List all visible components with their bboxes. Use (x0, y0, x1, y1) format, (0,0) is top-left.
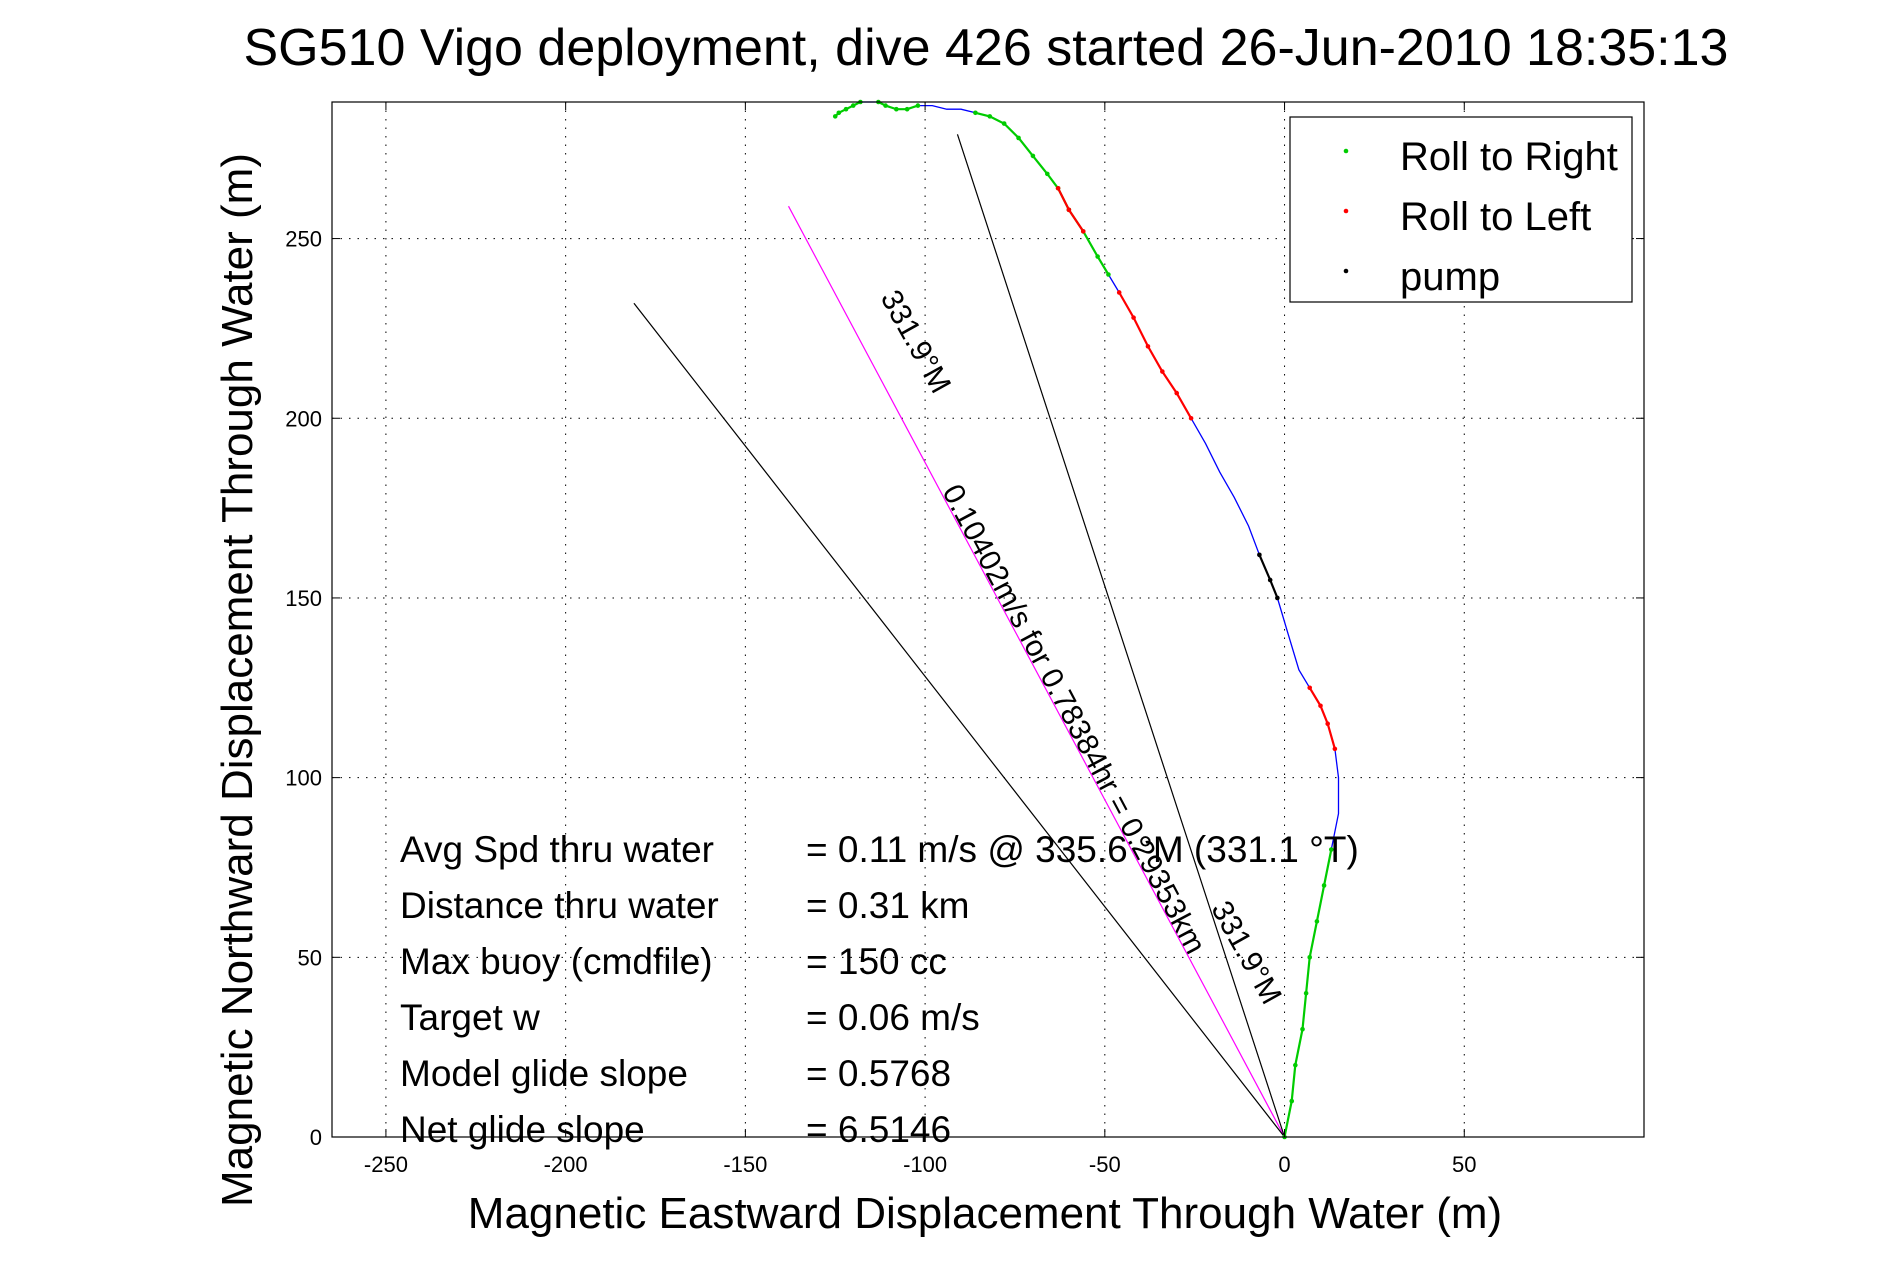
roll-left-segment-point (1080, 229, 1086, 234)
x-tick-label: -250 (364, 1152, 408, 1177)
ticks: -250 -200 -150 -100 -50 0 50 0 50 100 150 200 250 (285, 102, 1644, 1177)
stats-value: = 0.06 m/s (806, 997, 980, 1038)
legend-label: pump (1400, 255, 1500, 299)
y-tick-label: 250 (285, 227, 322, 252)
roll-right-segment-point (1303, 990, 1309, 996)
roll-right-segment-point (843, 106, 849, 112)
roll-right-segment-point (1016, 135, 1021, 141)
stats-block: Avg Spd thru water = 0.11 m/s @ 335.6 °M … (400, 829, 1359, 1150)
legend-marker (1343, 268, 1349, 274)
heading-annotation: 331.9°M (1205, 896, 1288, 1010)
legend-marker (1343, 148, 1349, 154)
y-tick-label: 150 (285, 586, 322, 611)
stats-label: Distance thru water (400, 885, 719, 926)
x-tick-label: 50 (1452, 1152, 1476, 1177)
stats-label: Max buoy (cmdfile) (400, 941, 713, 982)
roll-left-segment-point (1325, 721, 1330, 727)
roll-left-segment-point (1188, 415, 1194, 421)
roll-right-segment-point (987, 114, 993, 119)
stats-value: = 0.11 m/s @ 335.6 °M (331.1 °T) (806, 829, 1359, 870)
roll-right-segment-point (1328, 847, 1334, 852)
roll-right-segment-point (1314, 919, 1320, 924)
x-tick-label: 0 (1278, 1152, 1290, 1177)
stats-value: = 150 cc (806, 941, 947, 982)
roll-right-segment-point (1106, 272, 1111, 277)
roll-right-segment-point (850, 103, 856, 108)
y-tick-label: 0 (310, 1125, 322, 1150)
roll-left-segment-point (1318, 703, 1323, 709)
roll-right-segment-point (1030, 153, 1036, 159)
roll-right-segment-point (973, 110, 978, 116)
heading-line (633, 302, 1286, 1138)
heading-lines (633, 134, 1286, 1138)
stats-label: Target w (400, 997, 540, 1038)
y-axis-label: Magnetic Northward Displacement Through … (213, 153, 262, 1207)
roll-left-segment (1308, 687, 1336, 750)
roll-left-segment-point (1055, 185, 1061, 191)
heading-annotation: 0.10402m/s for 0.78384hr = 0.29353km (936, 479, 1212, 959)
roll-right-segment-point (1321, 883, 1327, 888)
roll-left-segment (1118, 291, 1193, 419)
roll-right-segment-point (883, 103, 888, 108)
stats-value: = 6.5146 (806, 1109, 951, 1150)
chart-title: SG510 Vigo deployment, dive 426 started … (244, 19, 1729, 77)
roll-left-segment-point (1307, 685, 1313, 691)
x-tick-label: -150 (723, 1152, 767, 1177)
roll-right-segment-point (904, 106, 910, 112)
roll-right-segment-point (1300, 1026, 1305, 1032)
legend-marker (1343, 208, 1349, 214)
roll-right-segment-point (836, 110, 842, 116)
legend-label: Roll to Right (1400, 135, 1618, 179)
roll-right-segment-point (894, 106, 899, 112)
roll-left-segment-point (1332, 746, 1338, 752)
roll-left-segment-point (1066, 207, 1072, 213)
roll-right-segment-point (1289, 1098, 1295, 1104)
stats-value: = 0.5768 (806, 1053, 951, 1094)
pump-segment-point (1267, 577, 1273, 583)
roll-right-segment-point (1095, 254, 1100, 259)
plot-frame (331, 101, 1645, 1138)
y-tick-label: 100 (285, 766, 322, 791)
roll-right-segment-point (1293, 1062, 1298, 1068)
heading-line (956, 134, 1286, 1138)
heading-annotation: 331.9°M (874, 285, 957, 399)
roll-left-segment-point (1131, 315, 1136, 320)
x-axis-label: Magnetic Eastward Displacement Through W… (468, 1189, 1502, 1238)
roll-right-segment-point (832, 114, 838, 119)
roll-right-segment-point (1001, 121, 1007, 126)
pump-segment-point (1257, 552, 1262, 558)
roll-left-segment-point (1174, 390, 1180, 396)
x-tick-label: -100 (903, 1152, 947, 1177)
stats-value: = 0.31 km (806, 885, 970, 926)
legend-label: Roll to Left (1400, 195, 1591, 239)
roll-left-segment-point (1145, 344, 1151, 349)
stats-label: Avg Spd thru water (400, 829, 714, 870)
legend: Roll to Right Roll to Left pump (1289, 116, 1633, 303)
pump-segment (1258, 554, 1279, 599)
roll-left-segment-point (1116, 290, 1122, 295)
y-tick-label: 50 (298, 945, 322, 970)
heading-line (787, 205, 1286, 1138)
y-tick-label: 200 (285, 406, 322, 431)
stats-label: Net glide slope (400, 1109, 645, 1150)
track-layer (832, 99, 1340, 1140)
x-tick-label: -50 (1089, 1152, 1121, 1177)
roll-right-segment-point (1045, 171, 1050, 177)
roll-right-segment-point (1307, 955, 1313, 960)
stats-label: Model glide slope (400, 1053, 688, 1094)
x-tick-label: -200 (544, 1152, 588, 1177)
roll-right-segment-point (915, 103, 921, 108)
pump-segment-point (1275, 595, 1280, 601)
roll-left-segment-point (1160, 369, 1165, 374)
